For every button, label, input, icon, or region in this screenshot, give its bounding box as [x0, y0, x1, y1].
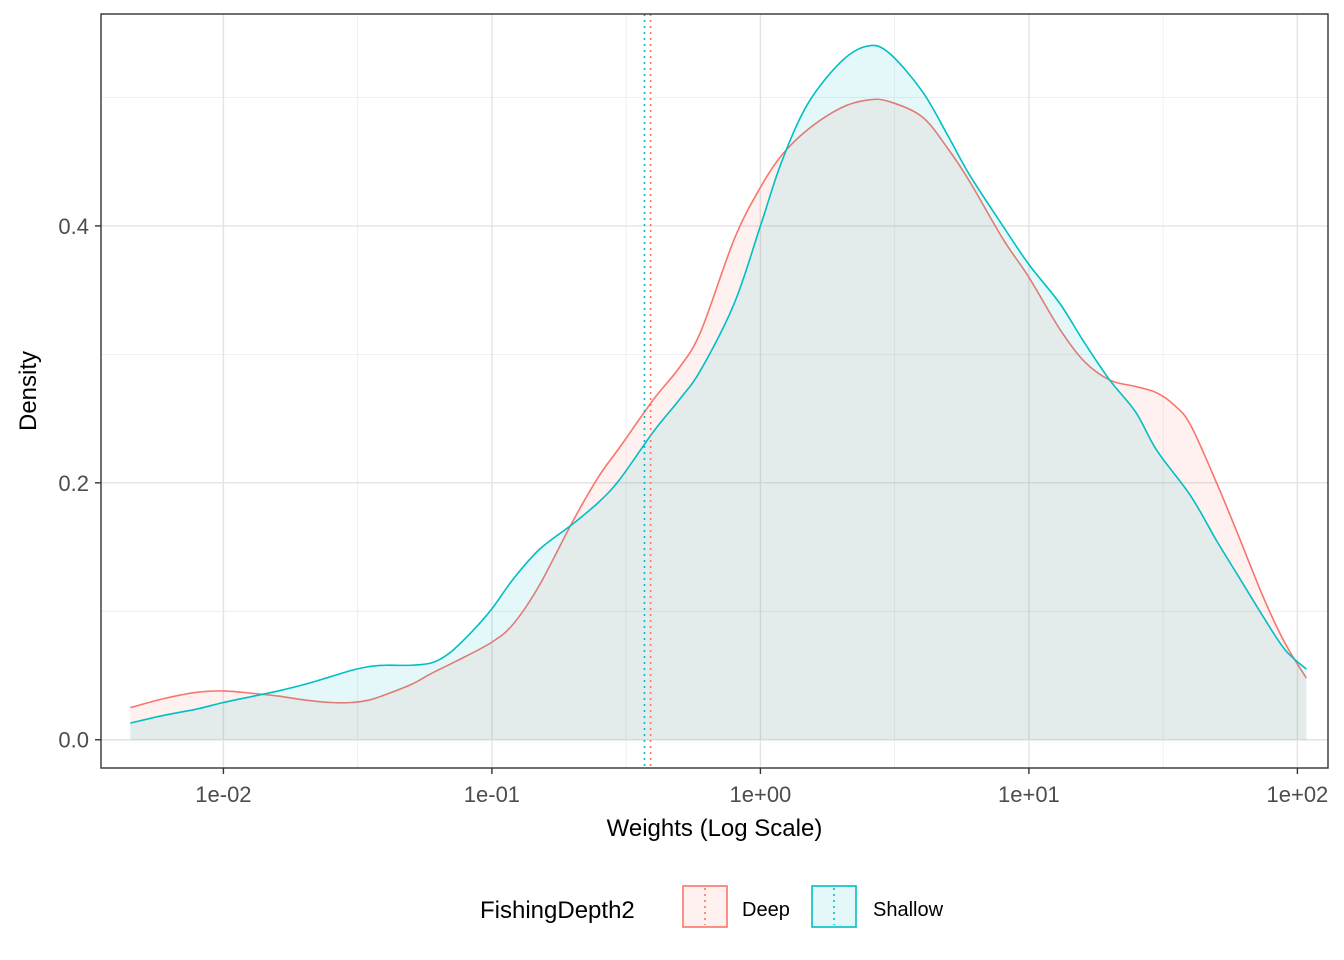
panel-border: [100, 13, 1329, 769]
x-axis-title: Weights (Log Scale): [607, 815, 823, 842]
x-tick-label: 1e+01: [998, 782, 1060, 807]
density-area-deep: [130, 99, 1307, 740]
x-tick-label: 1e+02: [1267, 782, 1329, 807]
series-layer: [130, 44, 1308, 740]
x-tick-label: 1e-01: [464, 782, 520, 807]
legend-label-deep: Deep: [742, 899, 790, 921]
density-line-shallow: [130, 44, 1307, 724]
legend-key-deep: [682, 885, 728, 928]
axis-ticks: [95, 225, 1299, 774]
legend-label-shallow: Shallow: [873, 899, 944, 921]
minor-gridlines: [101, 14, 1328, 768]
y-tick-label: 0.0: [58, 728, 89, 753]
legend-title: FishingDepth2: [480, 897, 635, 924]
legend-key-shallow: [811, 885, 857, 928]
y-axis-title: Density: [15, 351, 42, 431]
y-tick-label: 0.4: [58, 214, 89, 239]
major-gridlines: [101, 14, 1328, 768]
density-line-deep: [130, 98, 1308, 709]
axis-tick-labels: 1e-02 1e-01 1e+00 1e+01 1e+02 0.0 0.2 0.4: [58, 214, 1328, 807]
y-tick-label: 0.2: [58, 471, 89, 496]
density-area-shallow: [130, 45, 1307, 740]
x-tick-label: 1e-02: [195, 782, 251, 807]
x-tick-label: 1e+00: [730, 782, 792, 807]
legend: FishingDepth2 Deep Shallow: [480, 885, 944, 928]
